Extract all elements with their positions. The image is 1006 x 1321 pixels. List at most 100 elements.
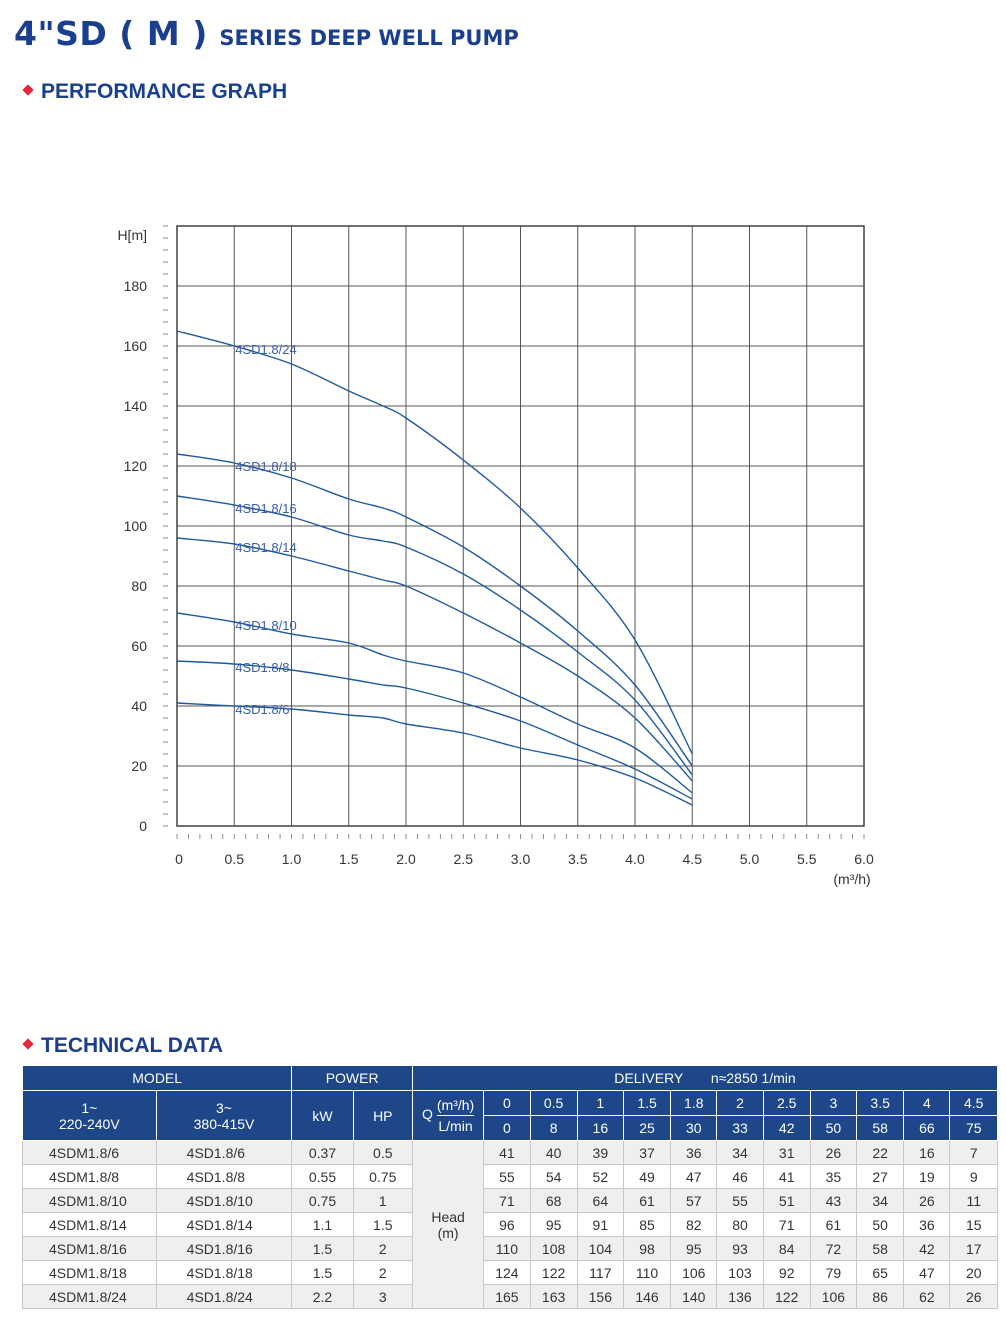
- q-lmin-cell: 50: [809, 1115, 858, 1141]
- head-value-cell: 68: [529, 1188, 578, 1213]
- head-value-cell: 55: [716, 1188, 764, 1213]
- head-value-cell: 95: [529, 1212, 578, 1237]
- model-header: MODEL: [21, 1065, 293, 1091]
- head-value-cell: 117: [576, 1260, 624, 1285]
- performance-heading-text: PERFORMANCE GRAPH: [41, 80, 288, 103]
- performance-curve: [176, 495, 693, 776]
- table-row: 4SDM1.8/14 4SD1.8/14 1.1 1.5 96 95 91 85 82 80 71 6…: [22, 1212, 998, 1237]
- head-value-cell: 37: [622, 1140, 672, 1165]
- head-value-cell: 93: [716, 1236, 764, 1261]
- head-value-cell: 61: [622, 1188, 672, 1213]
- head-value-cell: 65: [856, 1260, 905, 1285]
- head-value-cell: 82: [670, 1212, 718, 1237]
- q-m3h-cell: 0: [483, 1090, 531, 1116]
- q-m3h-cell: 1: [576, 1090, 624, 1116]
- head-value-cell: 55: [483, 1164, 531, 1189]
- q-lmin-cell: 8: [529, 1115, 578, 1141]
- delivery-header: DELIVERY n≈2850 1/min: [411, 1065, 999, 1091]
- head-value-cell: 36: [670, 1140, 718, 1165]
- q-m3h-cell: 2.5: [762, 1090, 811, 1116]
- head-unit: (m): [437, 1224, 459, 1241]
- hp-cell: 0.75: [352, 1164, 413, 1189]
- hp-cell: 3: [352, 1284, 413, 1309]
- head-value-cell: 110: [622, 1260, 672, 1285]
- hp-cell: 1.5: [352, 1212, 413, 1237]
- curve-label: 4SD1.8/18: [235, 459, 296, 474]
- single-phase-model-cell: 4SDM1.8/16: [22, 1236, 157, 1261]
- single-phase-model-cell: 4SDM1.8/18: [22, 1260, 157, 1285]
- y-axis-label: H[m]: [117, 227, 147, 243]
- performance-chart: 0 20 40 60 80 100 120 140 160 180 H[m] 0 0.5 1.0 1.5 2.…: [117, 225, 874, 887]
- chart-grid: [176, 225, 865, 827]
- y-tick-label: 120: [124, 458, 148, 474]
- single-phase-model-cell: 4SDM1.8/14: [22, 1212, 157, 1237]
- three-phase-model-cell: 4SD1.8/18: [155, 1260, 293, 1285]
- x-tick-label: 5.5: [797, 851, 817, 867]
- table-row: 4SDM1.8/6 4SD1.8/6 0.37 0.5 Head (m) 41 40 39 37 3…: [22, 1140, 998, 1309]
- chart-curves: [176, 330, 693, 806]
- curve-label: 4SD1.8/8: [235, 660, 289, 675]
- three-phase-model-cell: 4SD1.8/24: [155, 1284, 293, 1309]
- delivery-label: DELIVERY: [614, 1070, 684, 1086]
- title-main: 4"SD ( M ): [14, 14, 208, 53]
- diamond-bullet-icon: [22, 1038, 34, 1050]
- three-phase-symbol: 3~: [216, 1099, 232, 1116]
- curve-label: 4SD1.8/16: [235, 501, 296, 516]
- head-value-cell: 98: [622, 1236, 672, 1261]
- head-value-cell: 47: [903, 1260, 951, 1285]
- head-value-cell: 40: [529, 1140, 578, 1165]
- performance-curve: [176, 537, 693, 782]
- q-m3h-cell: 4: [903, 1090, 951, 1116]
- q-m3h-cell: 3: [809, 1090, 858, 1116]
- performance-curve: [176, 702, 693, 806]
- head-label: Head: [431, 1208, 465, 1225]
- chart-curve-labels: 4SD1.8/24 4SD1.8/18 4SD1.8/16 4SD1.8/14 4SD1…: [235, 342, 296, 717]
- technical-section-heading: TECHNICAL DATA: [22, 1034, 223, 1058]
- head-value-cell: 95: [670, 1236, 718, 1261]
- head-value-cell: 146: [622, 1284, 672, 1309]
- head-value-cell: 36: [903, 1212, 951, 1237]
- head-value-cell: 86: [856, 1284, 905, 1309]
- head-value-cell: 91: [576, 1212, 624, 1237]
- q-unit-lmin: L/min: [438, 1118, 473, 1134]
- head-value-cell: 46: [716, 1164, 764, 1189]
- single-phase-model-cell: 4SDM1.8/10: [22, 1188, 157, 1213]
- single-phase-model-cell: 4SDM1.8/8: [22, 1164, 157, 1189]
- x-tick-label: 4.5: [683, 851, 703, 867]
- performance-curve: [176, 330, 693, 755]
- head-value-cell: 64: [576, 1188, 624, 1213]
- head-value-cell: 16: [903, 1140, 951, 1165]
- head-value-cell: 35: [809, 1164, 858, 1189]
- performance-curve: [176, 453, 693, 767]
- kw-header: kW: [291, 1090, 354, 1141]
- head-value-cell: 34: [856, 1188, 905, 1213]
- head-value-cell: 136: [716, 1284, 764, 1309]
- q-lmin-cell: 0: [483, 1115, 531, 1141]
- x-tick-label: 6.0: [854, 851, 874, 867]
- head-value-cell: 26: [949, 1284, 998, 1309]
- head-value-cell: 140: [670, 1284, 718, 1309]
- kw-cell: 0.37: [291, 1140, 354, 1165]
- page-title: 4"SD ( M ) SERIES DEEP WELL PUMP: [14, 14, 519, 53]
- three-phase-header: 3~ 380-415V: [155, 1090, 293, 1141]
- head-value-cell: 92: [762, 1260, 811, 1285]
- head-value-cell: 61: [809, 1212, 858, 1237]
- title-sub: SERIES DEEP WELL PUMP: [219, 26, 519, 50]
- head-value-cell: 79: [809, 1260, 858, 1285]
- y-tick-label: 60: [131, 638, 147, 654]
- q-lmin-cell: 16: [576, 1115, 624, 1141]
- kw-cell: 0.75: [291, 1188, 354, 1213]
- x-tick-label: 5.0: [740, 851, 760, 867]
- q-m3h-cell: 1.5: [622, 1090, 672, 1116]
- head-value-cell: 27: [856, 1164, 905, 1189]
- head-value-cell: 54: [529, 1164, 578, 1189]
- q-lmin-cell: 58: [856, 1115, 905, 1141]
- single-phase-voltage: 220-240V: [58, 1115, 120, 1132]
- curve-label: 4SD1.8/10: [235, 618, 296, 633]
- kw-cell: 1.5: [291, 1260, 354, 1285]
- q-lmin-cell: 42: [762, 1115, 811, 1141]
- head-value-cell: 41: [483, 1140, 531, 1165]
- y-tick-label: 20: [131, 758, 147, 774]
- kw-cell: 2.2: [291, 1284, 354, 1309]
- head-value-cell: 26: [809, 1140, 858, 1165]
